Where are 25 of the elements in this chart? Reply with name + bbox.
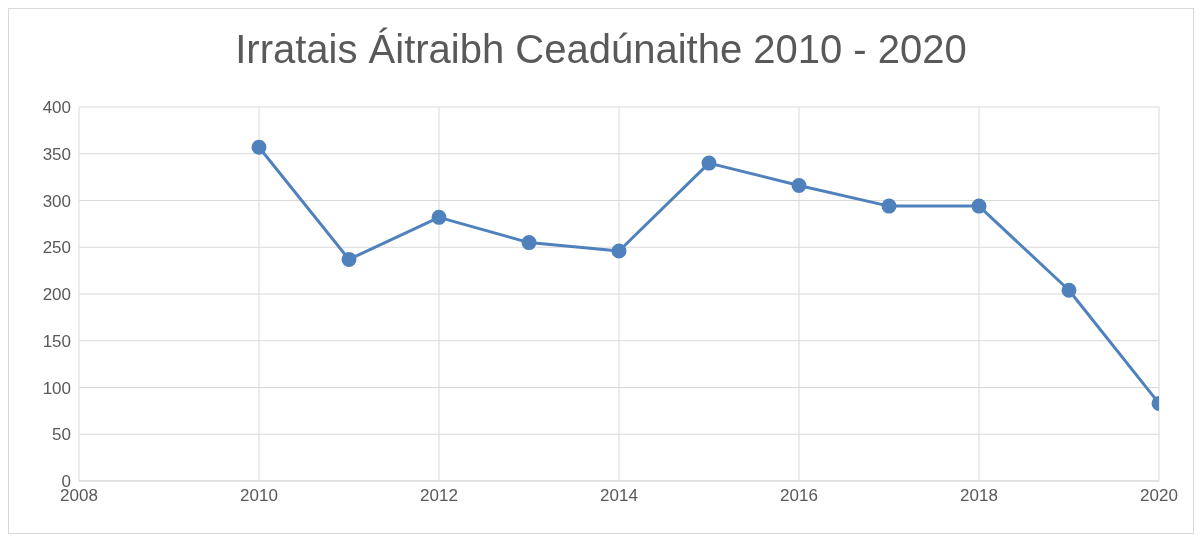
x-tick-label: 2020 [1140,486,1178,506]
point [431,209,447,225]
x-tick-label: 2012 [420,486,458,506]
y-tick-label: 100 [42,378,71,398]
point [251,139,267,155]
point [971,198,987,214]
chart-title: Irratais Áitraibh Ceadúnaithe 2010 - 2020 [234,27,968,73]
point [1061,282,1077,298]
y-tick-label: 300 [42,191,71,211]
y-tick-label: 250 [42,238,71,258]
point [521,235,537,251]
y-tick-label: 50 [52,425,71,445]
x-tick-label: 2014 [600,486,638,506]
y-tick-label: 200 [42,285,71,305]
x-tick-label: 2016 [780,486,818,506]
point [341,251,357,267]
x-tick-label: 2010 [240,486,278,506]
point [791,178,807,194]
y-tick-label: 150 [42,331,71,351]
x-tick-label: 2018 [960,486,998,506]
point [611,243,627,259]
y-tick-label: 350 [42,144,71,164]
point [701,155,717,171]
y-tick-label: 400 [42,98,71,118]
point [881,198,897,214]
